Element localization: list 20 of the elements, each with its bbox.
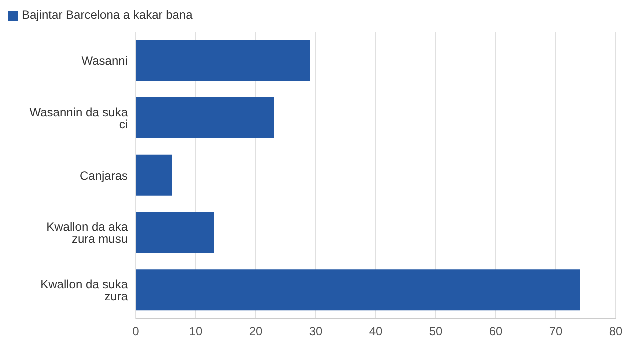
bar	[136, 270, 580, 311]
x-tick-label: 30	[309, 324, 323, 339]
x-tick-label: 50	[429, 324, 443, 339]
x-tick-label: 20	[249, 324, 263, 339]
x-tick-label: 40	[369, 324, 383, 339]
y-tick-label: Kwallon da suka zura	[40, 278, 128, 304]
x-tick-label: 60	[489, 324, 503, 339]
y-tick-label: Wasanni	[82, 54, 128, 68]
y-tick-label: Wasannin da suka ci	[30, 105, 128, 132]
bar	[136, 212, 214, 254]
bar	[136, 40, 310, 82]
x-tick-label: 0	[132, 324, 140, 339]
bar	[136, 97, 274, 138]
x-tick-label: 10	[189, 324, 203, 339]
x-tick-label: 80	[609, 324, 623, 339]
y-tick-label: Kwallon da aka zura musu	[46, 220, 128, 246]
bar	[136, 154, 172, 196]
legend-label: Bajintar Barcelona a kakar bana	[22, 8, 193, 22]
y-tick-label: Canjaras	[80, 168, 128, 183]
x-tick-label: 70	[549, 324, 563, 339]
